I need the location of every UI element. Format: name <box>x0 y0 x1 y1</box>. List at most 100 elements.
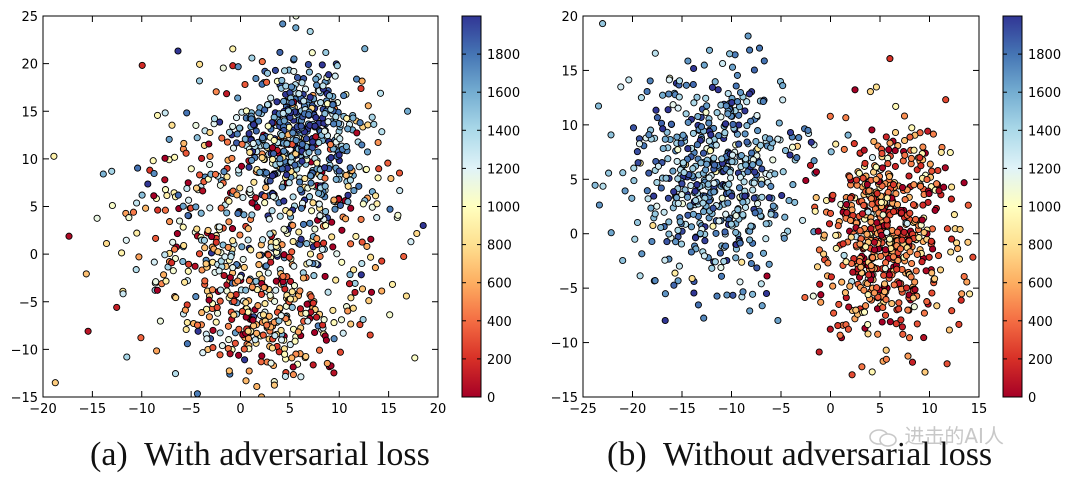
data-point <box>929 130 937 138</box>
data-point <box>319 82 327 90</box>
data-point <box>878 318 886 326</box>
data-point <box>156 317 164 325</box>
data-point <box>907 154 915 162</box>
data-point <box>928 289 936 297</box>
data-point <box>617 83 625 91</box>
data-point <box>321 272 329 280</box>
data-point <box>735 111 743 119</box>
data-point <box>660 208 668 216</box>
data-point <box>244 308 252 316</box>
chart-panel-b: −25 −20 −15 −10 −5 0 5 10 15−15−10−5051015200200… <box>551 10 1062 417</box>
data-point <box>315 346 324 354</box>
data-point <box>228 225 237 233</box>
data-point <box>192 184 201 192</box>
data-point <box>883 228 891 236</box>
y-tick-label: 15 <box>561 64 578 79</box>
data-point <box>268 144 277 152</box>
data-point <box>842 200 851 209</box>
data-point <box>925 253 933 261</box>
data-point <box>708 264 716 272</box>
data-point <box>826 209 835 217</box>
data-point <box>184 179 192 187</box>
data-point <box>248 156 256 164</box>
data-point <box>235 124 244 132</box>
data-point <box>291 337 299 345</box>
data-point <box>395 169 404 177</box>
data-point <box>134 164 142 172</box>
data-point <box>199 187 207 195</box>
data-point <box>263 321 271 329</box>
y-tick-label: −15 <box>551 391 578 406</box>
data-point <box>855 257 864 266</box>
data-point <box>711 258 719 266</box>
data-point <box>342 215 350 223</box>
data-point <box>643 87 651 96</box>
data-point <box>724 110 732 118</box>
data-point <box>281 285 289 293</box>
data-point <box>906 209 914 217</box>
data-point <box>863 230 871 238</box>
data-point <box>357 271 365 279</box>
data-point <box>638 250 646 258</box>
data-point <box>252 277 260 285</box>
data-point <box>161 251 169 259</box>
data-point <box>347 240 355 248</box>
data-point <box>908 124 916 132</box>
data-point <box>788 143 797 151</box>
data-point <box>893 200 902 209</box>
data-point <box>653 178 661 187</box>
data-point <box>268 172 276 180</box>
data-point <box>280 97 288 105</box>
data-point <box>214 248 222 256</box>
data-point <box>774 135 782 143</box>
data-point <box>721 129 729 137</box>
data-point <box>326 140 335 149</box>
data-point <box>672 238 680 246</box>
data-point <box>290 55 298 63</box>
data-point <box>321 174 329 182</box>
data-point <box>119 290 127 298</box>
data-point <box>213 303 221 312</box>
data-point <box>183 340 191 348</box>
data-point <box>697 123 706 131</box>
data-point <box>337 316 346 324</box>
data-point <box>183 109 191 117</box>
data-point <box>689 165 697 173</box>
data-point <box>216 329 224 337</box>
data-point <box>882 259 890 267</box>
data-point <box>281 350 289 358</box>
data-point <box>933 302 941 310</box>
data-point <box>192 121 200 129</box>
data-point <box>882 133 890 141</box>
data-point <box>245 367 253 375</box>
data-point <box>302 309 310 317</box>
data-point <box>716 249 724 257</box>
data-point <box>779 82 787 90</box>
data-point <box>950 211 958 219</box>
data-point <box>248 199 256 207</box>
data-point <box>225 367 233 375</box>
data-point <box>344 307 352 315</box>
data-point <box>307 172 315 180</box>
data-point <box>303 300 311 308</box>
data-point <box>933 180 941 188</box>
data-point <box>633 218 642 227</box>
data-point <box>196 171 204 179</box>
data-point <box>661 290 669 298</box>
data-point <box>306 219 314 227</box>
data-point <box>747 259 755 268</box>
data-point <box>198 309 206 317</box>
data-point <box>288 354 296 362</box>
colorbar-tick-label: 800 <box>1028 239 1053 254</box>
data-point <box>279 272 287 280</box>
data-point <box>741 192 749 200</box>
data-point <box>895 305 903 313</box>
data-point <box>948 235 956 243</box>
data-point <box>195 250 204 258</box>
data-point <box>646 77 654 85</box>
data-point <box>825 220 834 228</box>
data-point <box>208 286 216 294</box>
data-point <box>908 358 917 366</box>
data-point <box>306 93 314 101</box>
data-point <box>840 251 848 259</box>
